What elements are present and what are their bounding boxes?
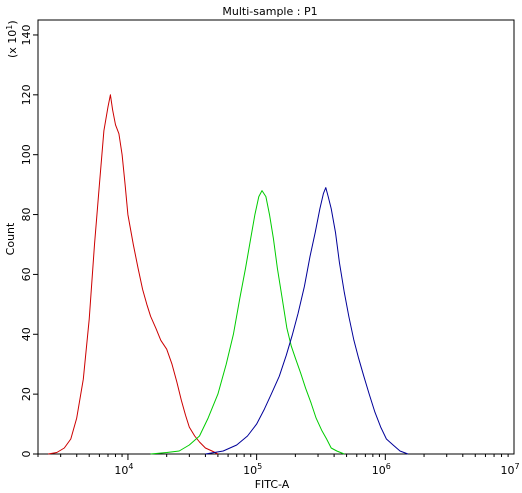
x-tick-label: 105 [243,462,262,477]
y-tick-label: 20 [20,387,33,401]
y-tick-label: 40 [20,327,33,341]
chart-title: Multi-sample : P1 [222,5,317,18]
y-tick-label: 80 [20,208,33,222]
y-axis-multiplier: (x 101) [5,20,19,58]
y-multiplier-close: ) [6,20,19,24]
series-group [48,94,409,455]
histogram-series-3 [205,187,409,455]
y-multiplier-exponent: 1 [5,25,14,30]
y-axis-label: Count [4,222,17,255]
x-axis: 104 105 106 107 [37,454,520,477]
y-multiplier-text: (x 10 [6,30,19,58]
plot-frame [37,19,515,455]
histogram-series-1 [48,94,219,455]
x-tick-label: 107 [500,462,519,477]
y-tick-label: 120 [20,84,33,105]
x-axis-label: FITC-A [255,478,290,491]
y-tick-label: 100 [20,144,33,165]
x-tick-label: 104 [114,462,133,477]
y-tick-label: 0 [20,451,33,458]
histogram-series-2 [150,190,345,455]
y-tick-label: 60 [20,267,33,281]
y-tick-label: 140 [20,24,33,45]
y-axis: 0 20 40 60 80 100 120 140 [20,24,38,458]
x-tick-label: 106 [372,462,391,477]
